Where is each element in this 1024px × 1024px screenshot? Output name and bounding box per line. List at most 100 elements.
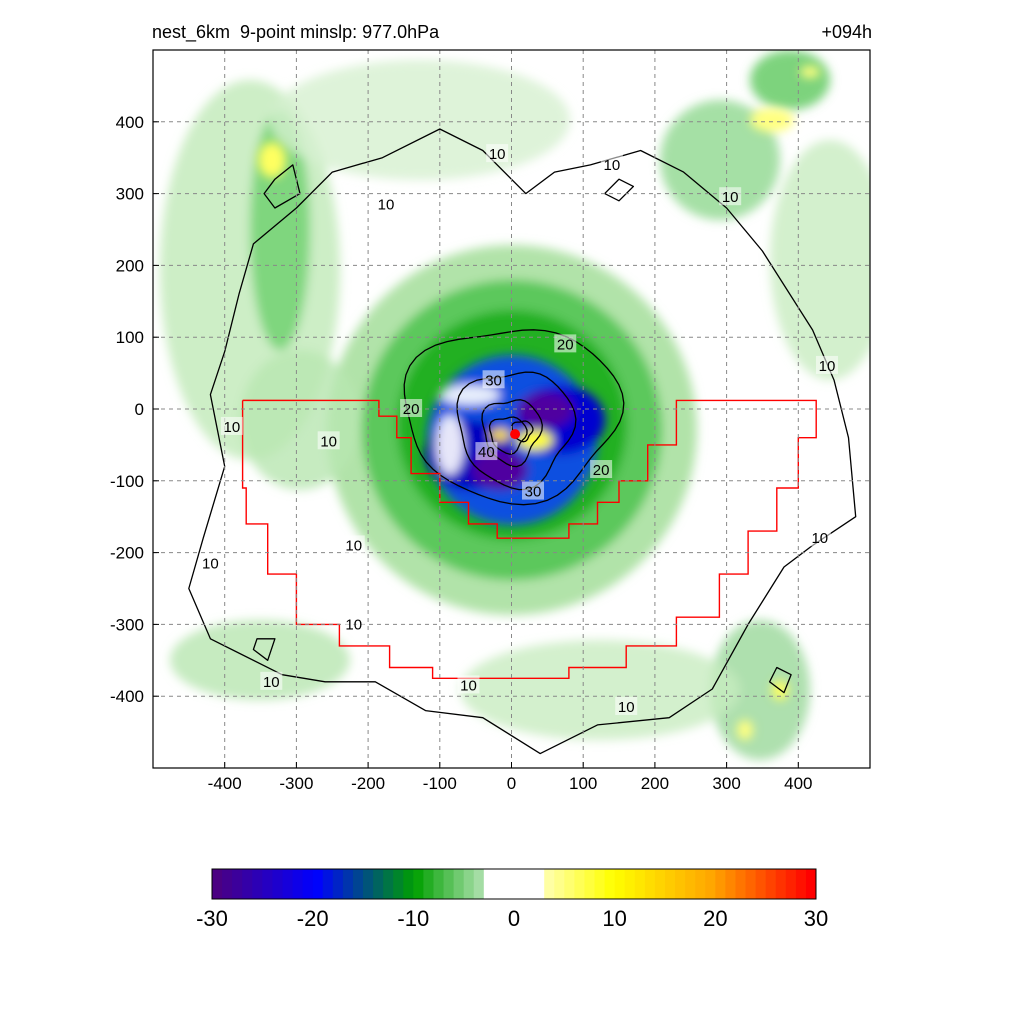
contour-label: 40	[475, 442, 498, 461]
colorbar-bin	[443, 869, 455, 899]
colorbar-bin	[403, 869, 414, 899]
y-tick-label: -300	[110, 615, 144, 634]
colorbar-bin	[775, 869, 787, 899]
colorbar-bin	[383, 869, 394, 899]
contour-10	[188, 128, 857, 755]
y-tick-label: -200	[110, 544, 144, 563]
contour-label: 10	[457, 675, 480, 694]
colorbar-bin	[252, 869, 263, 899]
colorbar-bin	[685, 869, 696, 899]
colorbar-bin	[705, 869, 716, 899]
boundary-line	[241, 399, 817, 679]
contour-label-text: 10	[722, 189, 739, 206]
colorbar-bin	[534, 869, 545, 899]
colorbar-bin	[624, 869, 636, 899]
colorbar-tick-label: -10	[397, 906, 429, 931]
contour-label-bg	[522, 481, 545, 500]
contour-label-bg	[815, 355, 838, 374]
contour-label: 10	[342, 614, 365, 633]
y-axis: 400 300 200 100 0 -100 -200 -300 -400	[110, 113, 159, 706]
contour-label-bg	[199, 553, 222, 572]
contour-label: 20	[590, 460, 613, 479]
x-axis: -400 -300 -200 -100 0 100 200 300 400	[208, 762, 812, 793]
y-tick-label: 200	[116, 256, 144, 275]
contour-label-bg	[554, 334, 577, 353]
x-tick-label: -100	[423, 774, 457, 793]
colorbar-bin	[544, 869, 555, 899]
contour-label: 10	[808, 528, 831, 547]
colorbar-bin	[644, 869, 656, 899]
contour-label-text: 10	[378, 196, 395, 213]
colorbar-tick-label: 20	[703, 906, 727, 931]
contour-label: 20	[400, 399, 423, 418]
contour-label: 30	[482, 370, 505, 389]
contour-label-text: 20	[557, 336, 574, 353]
colorbar-bin	[262, 869, 273, 899]
contour-label-text: 40	[478, 444, 495, 461]
contour-label: 10	[815, 355, 838, 375]
x-tick-label: 0	[507, 774, 516, 793]
contour-label-text: 10	[345, 537, 362, 554]
colorbar-bin	[795, 869, 807, 899]
contour-label-bg	[317, 431, 340, 450]
contour-label-text: 10	[604, 157, 621, 174]
contour-label-text: 10	[224, 419, 241, 436]
colorbar-bin	[594, 869, 606, 899]
colorbar-bin	[232, 869, 243, 899]
contour-label: 20	[554, 334, 577, 353]
forecast-hour-label: +094h	[821, 22, 872, 42]
y-tick-label: 300	[116, 185, 144, 204]
contour-label-bg	[342, 614, 365, 633]
colorbar-bin	[393, 869, 404, 899]
colorbar-bin	[604, 869, 616, 899]
contour-label-bg	[375, 194, 398, 213]
y-tick-label: 0	[135, 400, 144, 419]
colorbar-bin	[765, 869, 777, 899]
colorbar-bin	[493, 869, 505, 899]
contour-label-text: 30	[525, 484, 542, 501]
colorbar-bin	[634, 869, 646, 899]
colorbar-bin	[242, 869, 253, 899]
colorbar-bin	[212, 869, 223, 899]
colorbar-bin	[483, 869, 495, 899]
y-tick-label: -400	[110, 687, 144, 706]
x-tick-label: -300	[279, 774, 313, 793]
x-tick-label: 100	[569, 774, 597, 793]
contour-label-text: 20	[593, 462, 610, 479]
colorbar-bin	[423, 869, 434, 899]
colorbar-bin	[524, 869, 535, 899]
colorbar-tick-label: -30	[196, 906, 228, 931]
contour-label: 10	[220, 416, 243, 436]
colorbar-bin	[755, 869, 767, 899]
contour-label-text: 10	[811, 530, 828, 547]
colorbar-bin	[554, 869, 565, 899]
colorbar-bin	[735, 869, 747, 899]
colorbar-bin	[564, 869, 575, 899]
x-tick-label: -200	[351, 774, 385, 793]
contour-label-bg	[719, 187, 742, 206]
colorbar-bin	[654, 869, 666, 899]
storm-center-marker	[510, 429, 521, 440]
contour-label: 10	[375, 194, 398, 213]
contour-inner	[488, 416, 528, 455]
contour-10	[252, 638, 276, 661]
colorbar-bin	[352, 869, 364, 899]
colorbar-tick-label: -20	[297, 906, 329, 931]
colorbar-bin	[665, 869, 676, 899]
contour-label-bg	[482, 370, 505, 389]
contour-label-bg	[475, 442, 498, 461]
contour-label-text: 10	[618, 699, 635, 716]
x-tick-label: 200	[641, 774, 669, 793]
contour-label: 10	[260, 671, 283, 691]
chart-title: nest_6km 9-point minslp: 977.0hPa	[152, 22, 440, 42]
contour-30	[456, 371, 577, 491]
contour-label-text: 10	[320, 433, 337, 450]
colorbar-bin	[292, 869, 304, 899]
colorbar-bin	[332, 869, 344, 899]
colorbar-bin	[463, 869, 475, 899]
contour-label: 10	[317, 431, 340, 450]
colorbar-bin	[574, 869, 585, 899]
colorbar-bin	[282, 869, 294, 899]
contour-label-text: 10	[263, 674, 280, 691]
